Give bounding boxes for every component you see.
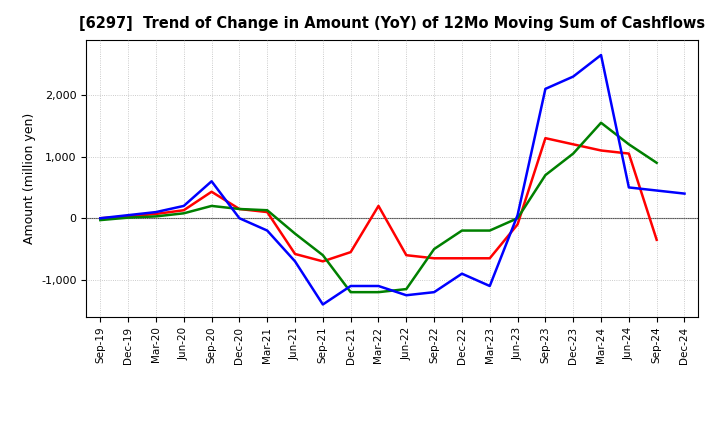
Operating Cashflow xyxy=(291,251,300,257)
Investing Cashflow xyxy=(263,208,271,213)
Investing Cashflow xyxy=(374,290,383,295)
Operating Cashflow xyxy=(263,209,271,215)
Free Cashflow xyxy=(652,188,661,193)
Investing Cashflow xyxy=(430,246,438,252)
Free Cashflow xyxy=(485,283,494,289)
Free Cashflow xyxy=(318,302,327,307)
Operating Cashflow xyxy=(485,256,494,261)
Operating Cashflow xyxy=(541,136,550,141)
Operating Cashflow xyxy=(513,222,522,227)
Free Cashflow xyxy=(513,213,522,218)
Investing Cashflow xyxy=(152,214,161,219)
Operating Cashflow xyxy=(597,148,606,153)
Operating Cashflow xyxy=(374,203,383,209)
Investing Cashflow xyxy=(346,290,355,295)
Line: Investing Cashflow: Investing Cashflow xyxy=(100,123,657,292)
Investing Cashflow xyxy=(96,217,104,223)
Free Cashflow xyxy=(346,283,355,289)
Operating Cashflow xyxy=(652,237,661,242)
Investing Cashflow xyxy=(179,211,188,216)
Free Cashflow xyxy=(263,228,271,233)
Free Cashflow xyxy=(207,179,216,184)
Free Cashflow xyxy=(291,259,300,264)
Operating Cashflow xyxy=(152,211,161,216)
Free Cashflow xyxy=(458,271,467,276)
Free Cashflow xyxy=(569,74,577,79)
Investing Cashflow xyxy=(569,151,577,156)
Operating Cashflow xyxy=(124,214,132,219)
Free Cashflow xyxy=(541,86,550,92)
Operating Cashflow xyxy=(179,208,188,213)
Investing Cashflow xyxy=(458,228,467,233)
Line: Operating Cashflow: Operating Cashflow xyxy=(100,138,657,261)
Title: [6297]  Trend of Change in Amount (YoY) of 12Mo Moving Sum of Cashflows: [6297] Trend of Change in Amount (YoY) o… xyxy=(79,16,706,32)
Investing Cashflow xyxy=(318,253,327,258)
Operating Cashflow xyxy=(96,216,104,221)
Investing Cashflow xyxy=(597,120,606,125)
Free Cashflow xyxy=(402,293,410,298)
Investing Cashflow xyxy=(291,231,300,236)
Free Cashflow xyxy=(124,213,132,218)
Operating Cashflow xyxy=(346,249,355,255)
Free Cashflow xyxy=(680,191,689,196)
Investing Cashflow xyxy=(513,216,522,221)
Operating Cashflow xyxy=(458,256,467,261)
Investing Cashflow xyxy=(485,228,494,233)
Investing Cashflow xyxy=(541,172,550,178)
Investing Cashflow xyxy=(124,215,132,220)
Operating Cashflow xyxy=(430,256,438,261)
Y-axis label: Amount (million yen): Amount (million yen) xyxy=(22,113,35,244)
Operating Cashflow xyxy=(569,142,577,147)
Investing Cashflow xyxy=(235,206,243,212)
Investing Cashflow xyxy=(207,203,216,209)
Free Cashflow xyxy=(179,203,188,209)
Investing Cashflow xyxy=(652,160,661,165)
Free Cashflow xyxy=(597,52,606,58)
Free Cashflow xyxy=(374,283,383,289)
Operating Cashflow xyxy=(235,206,243,212)
Free Cashflow xyxy=(430,290,438,295)
Free Cashflow xyxy=(96,216,104,221)
Investing Cashflow xyxy=(624,142,633,147)
Operating Cashflow xyxy=(624,151,633,156)
Operating Cashflow xyxy=(207,189,216,194)
Free Cashflow xyxy=(624,185,633,190)
Free Cashflow xyxy=(152,209,161,215)
Free Cashflow xyxy=(235,216,243,221)
Investing Cashflow xyxy=(402,286,410,292)
Operating Cashflow xyxy=(402,253,410,258)
Operating Cashflow xyxy=(318,259,327,264)
Line: Free Cashflow: Free Cashflow xyxy=(100,55,685,304)
